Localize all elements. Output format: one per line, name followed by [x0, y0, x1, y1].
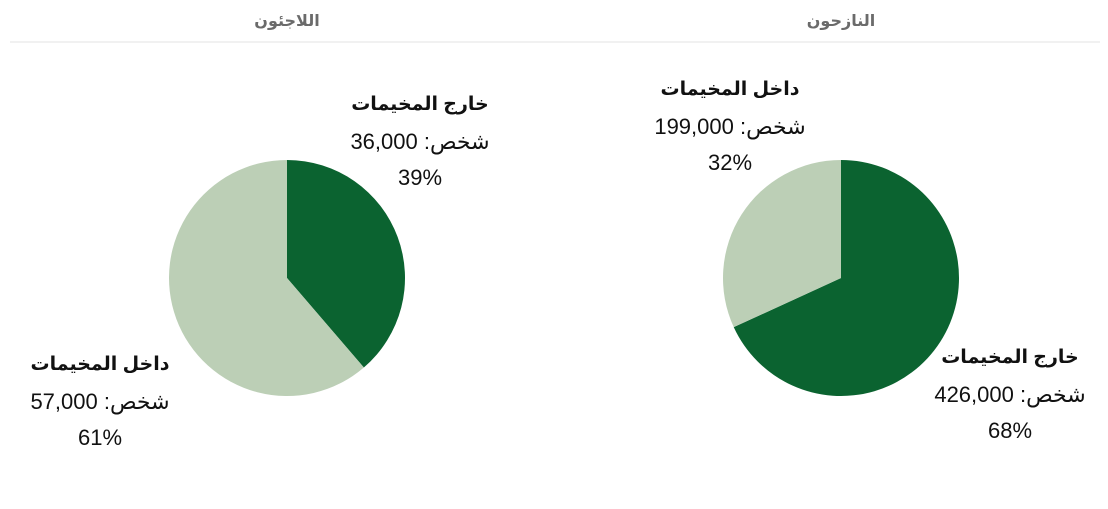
slice-percent: 61% [78, 425, 122, 450]
slice-value: شخص: 57,000 [30, 389, 169, 415]
slice-value: شخص: 36,000 [350, 129, 489, 155]
pie-slice [723, 160, 841, 328]
pie-slice [733, 160, 959, 397]
slice-category: خارج المخيمات [351, 94, 489, 115]
slice-percent: 39% [398, 165, 442, 190]
slice-value: شخص: 426,000 [934, 382, 1085, 408]
chart-title: النازحون [807, 13, 875, 30]
slice-percent: 32% [708, 150, 752, 175]
pie-slice [168, 160, 364, 396]
slice-value: شخص: 199,000 [654, 114, 805, 140]
chart-title: اللاجئون [254, 13, 319, 30]
slice-category: خارج المخيمات [941, 347, 1079, 368]
slice-category: داخل المخيمات [661, 79, 800, 100]
slice-category: داخل المخيمات [31, 354, 170, 375]
pie-slice [287, 160, 405, 368]
slice-percent: 68% [988, 418, 1032, 443]
